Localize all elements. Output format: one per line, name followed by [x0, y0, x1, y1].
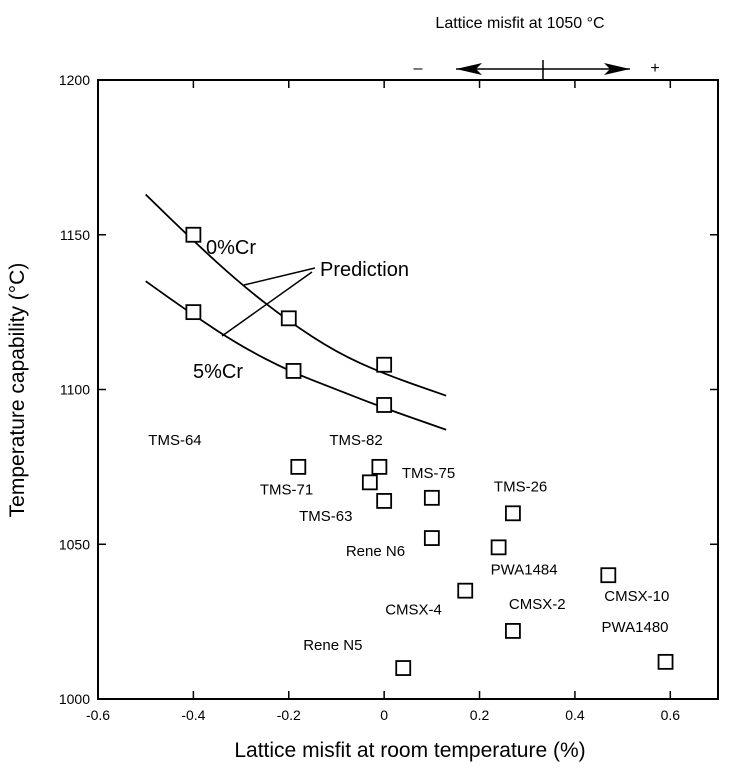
prediction-curve [145, 280, 447, 431]
y-tick-label: 1050 [59, 536, 90, 552]
data-point-marker [376, 397, 393, 413]
x-tick-label: -0.2 [277, 707, 301, 723]
x-tick-label: 0.2 [470, 707, 490, 723]
data-point-marker [657, 653, 674, 670]
point-label: Rene N6 [346, 543, 405, 560]
curve-label: 0%Cr [206, 237, 256, 259]
top-axis-arrow-left [456, 63, 482, 75]
data-point-marker [285, 363, 302, 379]
data-point-marker [280, 310, 297, 327]
point-label: TMS-82 [329, 432, 382, 449]
point-label: CMSX-10 [604, 588, 669, 605]
top-axis-minus: – [414, 60, 423, 77]
data-point-marker [600, 567, 617, 584]
y-tick-label: 1000 [59, 691, 90, 707]
point-label: CMSX-4 [385, 602, 442, 619]
point-label: TMS-71 [260, 481, 313, 498]
prediction-label: Prediction [320, 259, 409, 281]
x-axis-title: Lattice misfit at room temperature (%) [234, 739, 585, 762]
data-point-marker [185, 226, 202, 243]
point-label: Rene N5 [303, 637, 362, 654]
data-point-marker [376, 356, 393, 373]
point-label: TMS-64 [148, 432, 201, 449]
x-tick-label: 0.6 [661, 707, 681, 723]
data-point-marker [457, 582, 474, 599]
data-point-marker [395, 660, 412, 676]
y-axis-title: Temperature capability (°C) [6, 263, 29, 518]
y-tick-label: 1150 [60, 227, 90, 243]
top-axis-title: Lattice misfit at 1050 °C [435, 15, 604, 32]
data-point-marker [423, 489, 440, 506]
point-label: PWA1480 [602, 619, 669, 636]
data-point-marker [290, 458, 307, 475]
y-tick-label: 1200 [59, 72, 90, 88]
x-tick-label: 0 [380, 707, 388, 723]
x-tick-label: -0.4 [181, 707, 205, 723]
prediction-pointer-upper [243, 267, 316, 286]
data-points: TMS-64 TMS-82 TMS-71 TMS-63 TMS-75 TMS-26 Rene… [148, 226, 674, 676]
point-label: PWA1484 [491, 561, 558, 578]
ticks: -0.6 -0.4 -0.2 0 0.2 0.4 0.6 1000 1050 1100 1150 12… [59, 72, 718, 723]
data-point-marker [361, 474, 378, 491]
point-label: TMS-26 [494, 478, 547, 495]
point-label: TMS-75 [402, 465, 455, 482]
data-point-marker [505, 505, 521, 522]
data-point-marker [371, 458, 388, 475]
curve-label: 5%Cr [193, 361, 243, 383]
top-axis-plus: + [650, 60, 659, 77]
data-point-marker [490, 539, 507, 556]
y-tick-label: 1100 [60, 382, 90, 398]
x-tick-label: 0.4 [565, 707, 585, 723]
point-label: TMS-63 [299, 508, 352, 525]
x-tick-label: -0.6 [86, 707, 110, 723]
data-point-marker [185, 304, 202, 321]
data-point-marker [376, 493, 393, 509]
data-point-marker [505, 623, 521, 639]
data-point-marker [423, 530, 440, 546]
top-axis-arrow-right [604, 63, 630, 75]
point-label: CMSX-2 [509, 596, 566, 613]
prediction-pointer-lower [221, 271, 313, 337]
